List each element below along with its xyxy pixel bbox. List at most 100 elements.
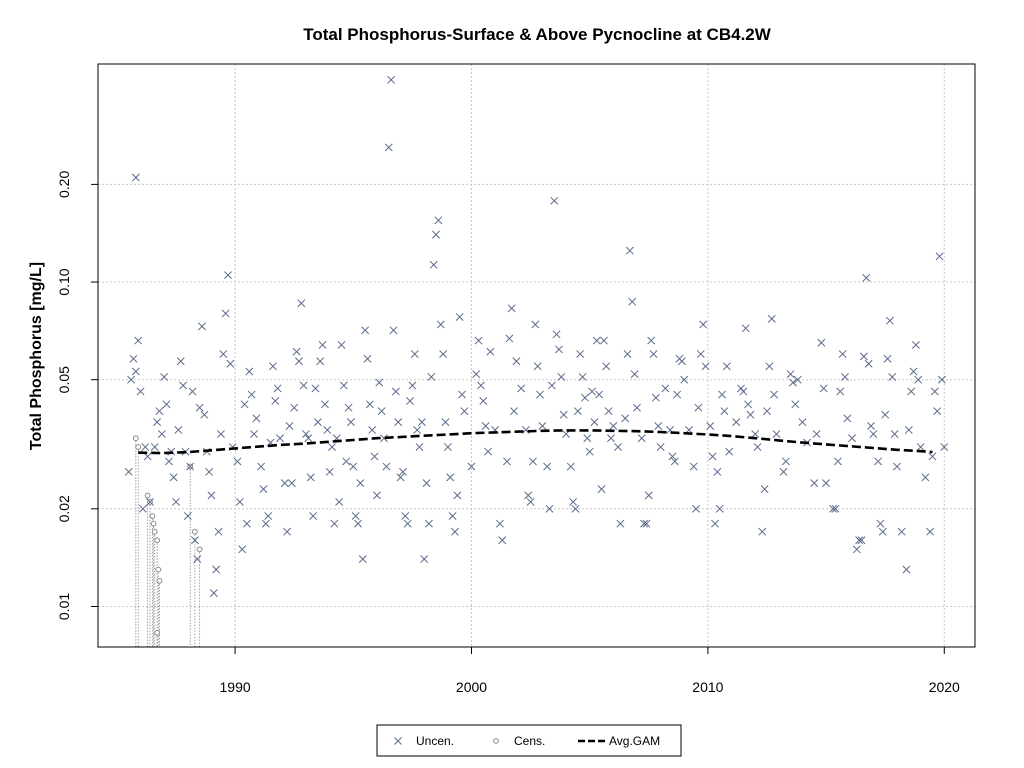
y-tick-label: 0.01: [56, 593, 72, 620]
uncensored-point: [753, 443, 762, 452]
uncensored-point: [299, 381, 308, 390]
uncensored-point: [637, 434, 646, 443]
uncensored-point: [869, 430, 878, 438]
uncensored-point: [547, 381, 556, 390]
uncensored-point: [370, 452, 379, 461]
uncensored-point: [630, 370, 639, 379]
uncensored-point: [625, 246, 634, 255]
uncensored-point: [926, 527, 935, 536]
uncensored-point: [273, 384, 282, 393]
uncensored-point: [517, 384, 526, 393]
chart-title: Total Phosphorus-Surface & Above Pycnocl…: [303, 25, 772, 44]
uncensored-point: [129, 354, 138, 363]
uncensored-point: [916, 443, 925, 452]
y-tick-label: 0.20: [56, 171, 72, 198]
censored-interval-lines: [135, 438, 201, 647]
uncensored-point: [131, 367, 140, 376]
uncensored-point: [819, 384, 828, 393]
uncensored-point: [138, 504, 147, 513]
uncensored-point: [543, 462, 552, 471]
uncensored-point: [841, 372, 849, 381]
uncensored-point: [633, 403, 641, 412]
uncensored-point: [252, 414, 261, 423]
uncensored-point: [680, 375, 689, 384]
y-tick-label: 0.05: [56, 366, 72, 393]
uncensored-point: [153, 418, 162, 427]
uncensored-point: [649, 350, 658, 358]
uncensored-point: [247, 390, 256, 399]
uncensored-point: [502, 457, 511, 466]
uncensored-point: [380, 434, 388, 443]
uncensored-point: [940, 443, 949, 452]
censored-point: [135, 444, 142, 450]
uncensored-point: [195, 403, 204, 412]
uncensored-point: [424, 519, 433, 528]
censored-points: [132, 435, 203, 636]
uncensored-point: [325, 467, 334, 476]
uncensored-point: [436, 320, 445, 329]
uncensored-point: [911, 340, 920, 349]
uncensored-point: [557, 372, 566, 381]
uncensored-point: [739, 387, 748, 396]
uncensored-point: [746, 410, 755, 419]
uncensored-point: [715, 504, 724, 513]
uncensored-point: [467, 462, 476, 471]
uncensored-point: [344, 403, 353, 412]
uncensored-point: [928, 452, 937, 461]
uncensored-point: [406, 397, 414, 405]
uncensored-point: [354, 519, 362, 528]
uncensored-point: [387, 75, 396, 84]
uncensored-point: [242, 519, 251, 528]
uncensored-point: [481, 422, 490, 430]
uncensored-point: [398, 467, 407, 476]
x-tick-label: 2010: [692, 679, 723, 695]
uncensored-point: [838, 350, 847, 358]
uncensored-point: [524, 491, 533, 500]
uncensored-point: [654, 422, 663, 430]
uncensored-point: [174, 426, 183, 434]
uncensored-point: [789, 378, 797, 387]
uncensored-point: [264, 512, 273, 520]
uncensored-point: [408, 381, 417, 390]
censored-point: [155, 566, 162, 573]
uncensored-point: [583, 434, 592, 443]
uncensored-point: [909, 367, 918, 376]
uncensored-point: [443, 443, 452, 452]
uncensored-point: [888, 372, 897, 381]
uncensored-point: [198, 322, 206, 331]
uncensored-point: [297, 299, 306, 308]
uncensored-point: [829, 504, 838, 513]
uncensored-point: [276, 434, 284, 443]
uncensored-point: [349, 462, 358, 471]
uncensored-point: [474, 336, 483, 345]
uncensored-point: [914, 375, 923, 384]
uncensored-point: [857, 536, 866, 545]
x-tick-label: 2020: [929, 679, 960, 695]
uncensored-point: [339, 381, 348, 390]
x-tick-label: 1990: [220, 679, 251, 695]
uncensored-point: [226, 359, 235, 368]
uncensored-point: [538, 422, 547, 430]
uncensored-point: [933, 407, 942, 416]
uncensored-point: [831, 504, 840, 513]
uncensored-point: [836, 387, 845, 396]
uncensored-point: [330, 519, 339, 528]
uncensored-point: [526, 497, 535, 506]
uncensored-point: [711, 519, 719, 528]
uncensored-point: [732, 418, 741, 427]
legend-label: Uncen.: [416, 734, 454, 748]
uncensored-point: [375, 378, 384, 387]
y-axis: 0.01 0.02 0.05 0.10 0.20: [56, 171, 98, 620]
uncensored-point: [207, 491, 216, 500]
censored-point: [154, 537, 160, 544]
uncensored-point: [767, 314, 776, 323]
uncensored-point: [127, 375, 136, 384]
uncensored-point: [136, 387, 145, 396]
uncensored-point: [209, 589, 218, 597]
uncensored-point: [760, 485, 769, 494]
uncensored-point: [862, 273, 871, 282]
uncensored-point: [718, 390, 727, 399]
uncensored-point: [372, 491, 381, 500]
uncensored-point: [361, 326, 370, 335]
uncensored-point: [751, 430, 760, 438]
